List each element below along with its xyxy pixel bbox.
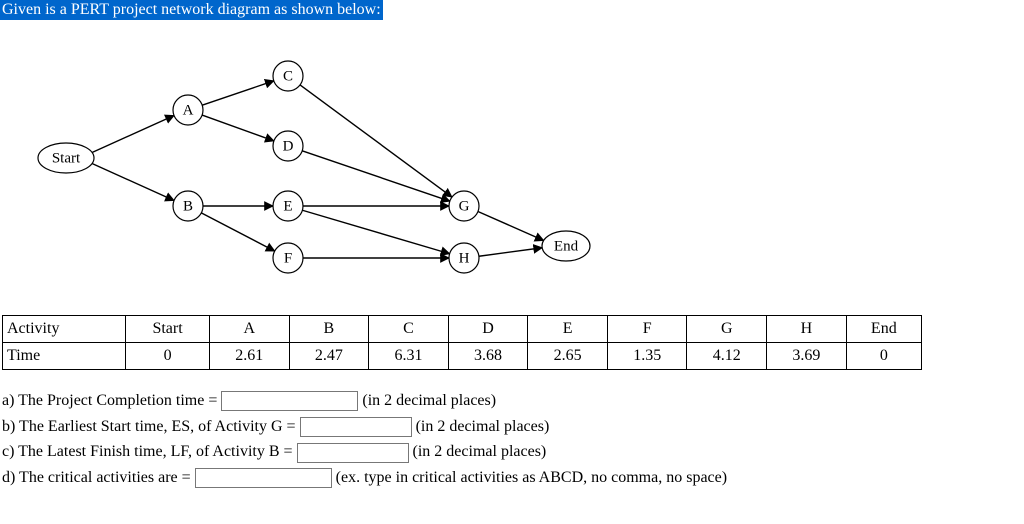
- node-label-b: B: [183, 198, 193, 214]
- table-header-cell: End: [846, 316, 921, 343]
- node-label-h: H: [459, 250, 470, 266]
- table-cell: 1.35: [607, 343, 687, 370]
- activity-time-table: ActivityStartABCDEFGHEndTime02.612.476.3…: [2, 315, 922, 370]
- table-header-cell: H: [767, 316, 847, 343]
- node-label-a: A: [183, 102, 194, 118]
- edge-C-G: [300, 85, 452, 197]
- edge-D-G: [302, 151, 450, 201]
- answer-b-input[interactable]: [300, 417, 412, 437]
- question-c-note: (in 2 decimal places): [413, 443, 547, 460]
- question-b-note: (in 2 decimal places): [416, 418, 550, 435]
- edge-Start-A: [92, 115, 174, 152]
- table-cell: 6.31: [369, 343, 449, 370]
- table-row-label: Time: [3, 343, 126, 370]
- edge-Start-B: [92, 163, 174, 200]
- table-header-cell: Start: [126, 316, 210, 343]
- edge-A-C: [202, 81, 274, 105]
- node-label-end: End: [554, 238, 579, 254]
- edge-G-End: [478, 211, 544, 240]
- question-c: c) The Latest Finish time, LF, of Activi…: [2, 439, 1024, 465]
- table-header-cell: D: [448, 316, 528, 343]
- table-header-rowlabel: Activity: [3, 316, 126, 343]
- table-cell: 2.61: [210, 343, 290, 370]
- edge-E-H: [302, 210, 449, 253]
- table-header-cell: A: [210, 316, 290, 343]
- table-header-cell: C: [369, 316, 449, 343]
- answer-d-input[interactable]: [195, 468, 332, 488]
- network-diagram: Start A B C D E F G H End: [20, 40, 1024, 305]
- question-a: a) The Project Completion time = (in 2 d…: [2, 388, 1024, 414]
- question-b-label: b) The Earliest Start time, ES, of Activ…: [2, 418, 296, 435]
- edge-H-End: [479, 248, 542, 256]
- question-d: d) The critical activities are = (ex. ty…: [2, 465, 1024, 491]
- node-label-f: F: [284, 250, 292, 266]
- question-c-label: c) The Latest Finish time, LF, of Activi…: [2, 443, 293, 460]
- edge-A-D: [202, 115, 274, 141]
- table-cell: 3.69: [767, 343, 847, 370]
- page-title-highlight: Given is a PERT project network diagram …: [0, 0, 383, 20]
- question-a-label: a) The Project Completion time =: [2, 392, 217, 409]
- question-d-label: d) The critical activities are =: [2, 469, 191, 486]
- table-cell: 2.47: [289, 343, 369, 370]
- table-cell: 2.65: [528, 343, 608, 370]
- node-label-e: E: [283, 198, 292, 214]
- edge-B-F: [201, 213, 274, 251]
- page-title: Given is a PERT project network diagram …: [2, 1, 381, 18]
- table-header-cell: F: [607, 316, 687, 343]
- table-header-cell: E: [528, 316, 608, 343]
- answer-a-input[interactable]: [221, 391, 358, 411]
- question-a-note: (in 2 decimal places): [362, 392, 496, 409]
- table-cell: 0: [846, 343, 921, 370]
- question-d-note: (ex. type in critical activities as ABCD…: [336, 469, 727, 486]
- node-label-d: D: [283, 138, 294, 154]
- table-header-cell: B: [289, 316, 369, 343]
- table-header-cell: G: [687, 316, 767, 343]
- node-label-c: C: [283, 68, 293, 84]
- node-label-g: G: [459, 198, 470, 214]
- question-b: b) The Earliest Start time, ES, of Activ…: [2, 414, 1024, 440]
- node-label-start: Start: [52, 150, 81, 166]
- questions-block: a) The Project Completion time = (in 2 d…: [2, 388, 1024, 490]
- answer-c-input[interactable]: [297, 443, 409, 463]
- table-cell: 4.12: [687, 343, 767, 370]
- table-cell: 3.68: [448, 343, 528, 370]
- table-cell: 0: [126, 343, 210, 370]
